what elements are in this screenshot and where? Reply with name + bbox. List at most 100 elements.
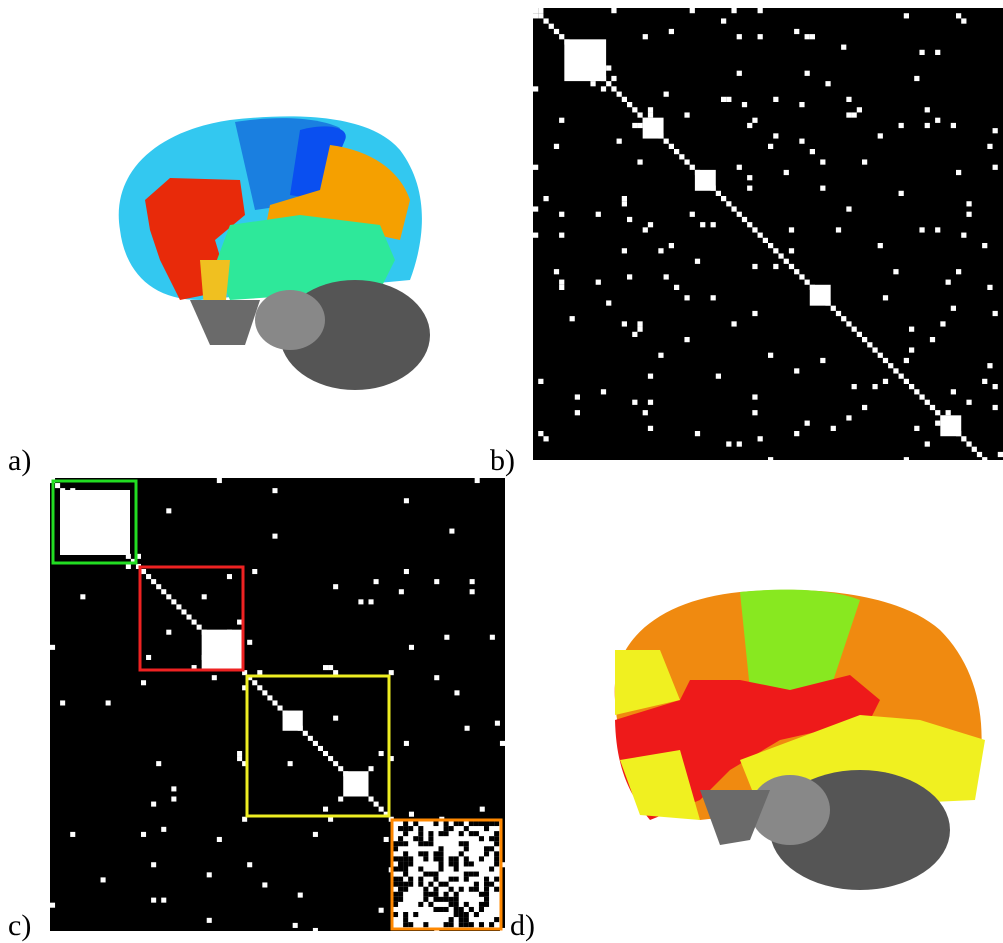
matrix-cell: [929, 467, 936, 473]
matrix-cell: [463, 861, 469, 867]
matrix-cell: [929, 404, 936, 411]
matrix-cell: [226, 574, 232, 580]
matrix-cell: [494, 922, 500, 928]
matrix-cell: [484, 912, 490, 918]
matrix-cell: [393, 821, 399, 827]
matrix-cell: [715, 190, 721, 196]
matrix-cell: [323, 665, 329, 671]
matrix-cell: [997, 451, 1003, 458]
matrix-cell: [489, 634, 495, 640]
matrix-cell: [473, 821, 479, 827]
matrix-cell: [736, 70, 742, 76]
matrix-cell: [924, 107, 930, 113]
matrix-cell: [368, 796, 374, 802]
matrix-cell: [403, 871, 409, 877]
matrix-cell: [484, 881, 490, 887]
community-boxes: [51, 479, 503, 931]
matrix-cell: [956, 13, 962, 19]
matrix-cell: [893, 368, 899, 374]
matrix-cell: [721, 18, 727, 24]
matrix-cell: [543, 436, 549, 442]
matrix-cell: [418, 881, 424, 887]
matrix-cell: [632, 399, 638, 405]
matrix-cell: [559, 211, 565, 217]
matrix-cell: [997, 472, 1003, 478]
matrix-cell: [553, 269, 560, 275]
matrix-cell: [489, 852, 495, 858]
matrix-cell: [408, 811, 414, 817]
matrix-cell: [799, 102, 805, 108]
matrix-cell: [694, 258, 701, 264]
matrix-cell: [835, 310, 842, 317]
matrix-cell: [323, 751, 329, 757]
matrix-cell: [621, 321, 627, 327]
matrix-cell: [533, 164, 539, 170]
matrix-cell: [408, 644, 414, 650]
matrix-cell: [393, 876, 399, 882]
matrix-cell: [338, 766, 344, 772]
matrix-cell: [166, 629, 172, 635]
matrix-cell: [463, 846, 469, 852]
matrix-cell: [752, 310, 758, 317]
matrix-cell: [621, 201, 627, 207]
matrix-cell: [438, 896, 444, 902]
matrix-cell: [443, 881, 449, 887]
matrix-cell: [448, 861, 454, 867]
box-green: [51, 479, 138, 565]
matrix-cell: [468, 871, 474, 877]
matrix-cell: [151, 897, 157, 903]
matrix-cell: [428, 836, 434, 842]
matrix-cell: [433, 876, 439, 882]
matrix-cell: [393, 896, 399, 902]
matrix-cell: [533, 8, 539, 14]
matrix-cell: [463, 912, 469, 918]
matrix-cell: [408, 922, 414, 928]
matrix-cell: [914, 75, 920, 82]
matrix-cell: [323, 806, 329, 812]
matrix-cell: [448, 856, 454, 862]
matrix-cell: [747, 175, 753, 181]
matrix-cell: [191, 619, 197, 625]
matrix-cell: [611, 8, 617, 14]
matrix-cell: [909, 384, 915, 390]
matrix-cell: [830, 425, 836, 431]
matrix-cell: [328, 756, 334, 762]
matrix-cell: [846, 96, 852, 102]
matrix-cell: [809, 149, 815, 155]
matrix-cell: [752, 117, 758, 123]
matrix-cell: [453, 891, 459, 897]
matrix-cell: [627, 216, 633, 223]
matrix-cell: [95, 523, 101, 529]
matrix-cell: [616, 91, 622, 97]
matrix-cell: [909, 347, 915, 353]
matrix-cell: [135, 553, 141, 559]
matrix-cell: [252, 680, 258, 686]
matrix-cell: [543, 18, 549, 24]
matrix-cell: [632, 122, 638, 129]
matrix-cell: [903, 378, 909, 384]
matrix-cell: [333, 584, 339, 590]
matrix-cell: [434, 675, 440, 681]
matrix-cell: [992, 467, 998, 473]
matrix-cell: [242, 685, 248, 691]
matrix-cell: [444, 634, 450, 640]
matrix-cell: [464, 725, 470, 731]
matrix-cell: [120, 548, 126, 554]
matrix-cell: [423, 891, 429, 897]
matrix-cell: [90, 548, 96, 554]
matrix-cell: [191, 665, 197, 671]
matrix-cell: [715, 373, 721, 379]
matrix-cell: [282, 710, 303, 731]
matrix-cell: [393, 846, 399, 852]
matrix-cell: [736, 211, 742, 217]
matrix-cell: [945, 279, 951, 285]
matrix-cell: [794, 269, 800, 275]
matrix-cell: [478, 821, 484, 827]
matrix-cell: [935, 227, 941, 233]
matrix-cell: [474, 478, 480, 484]
matrix-cell: [494, 821, 500, 827]
matrix-cell: [443, 896, 449, 902]
matrix-cell: [663, 138, 669, 144]
matrix-cell: [856, 331, 862, 337]
matrix-cell: [419, 847, 425, 853]
